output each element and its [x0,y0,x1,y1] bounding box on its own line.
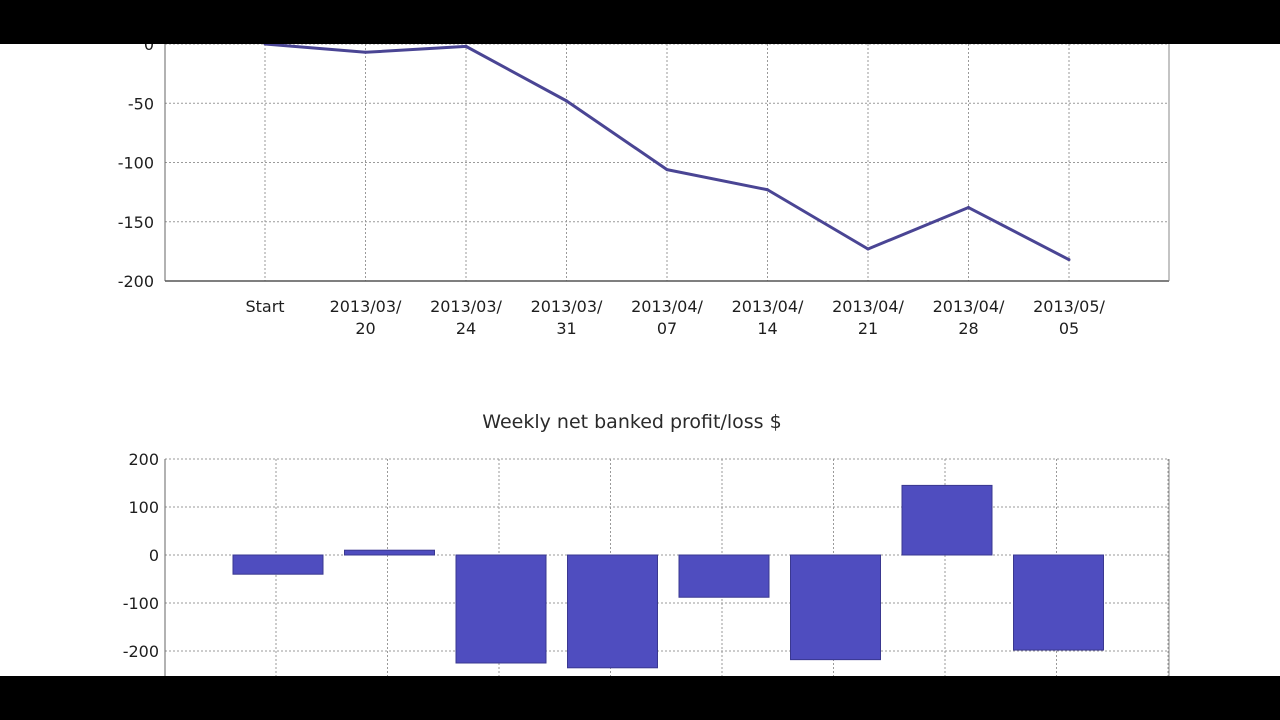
line-chart-x-tick-label: 2013/04/21 [832,297,904,338]
bar-chart-title: Weekly net banked profit/loss $ [482,411,781,433]
line-series-point [866,247,870,251]
line-chart-x-tick-label: Start [245,297,284,316]
bar-chart-y-tick-label: 0 [149,546,159,565]
line-series-point [464,44,468,48]
line-series-point [565,99,568,103]
line-series-point [263,44,267,46]
bar-chart-bar [678,554,770,598]
line-chart-y-tick-label: -200 [118,272,154,291]
bar-chart-grid [165,458,1169,676]
bar-chart-bar [232,554,324,575]
line-chart-y-tick-label: 0 [144,44,154,54]
bar-chart-y-tick-label: -100 [123,594,159,613]
chart-viewport: 0 -50 -100 -150 -200 Start 2013/03/20 2013/03/… [0,44,1280,676]
line-chart-series [263,44,1071,262]
line-series-point [967,206,970,210]
line-chart-x-tick-label: 2013/04/28 [933,297,1005,338]
line-series-point [364,50,367,54]
bar-chart-y-tick-label: 100 [128,498,159,517]
line-chart-y-ticks: 0 -50 -100 -150 -200 [118,44,154,291]
bar-chart-bars [232,484,1104,669]
line-chart-x-tick-label: 2013/05/05 [1033,297,1105,338]
line-series-point [665,168,669,172]
line-chart-x-tick-label: 2013/03/31 [531,297,603,338]
bar-chart-y-ticks: 200 100 0 -100 -200 [123,450,159,661]
line-chart-x-tick-label: 2013/03/24 [430,297,502,338]
line-series-point [1067,258,1071,262]
line-chart-x-tick-label: 2013/04/07 [631,297,703,338]
bar-chart-bar [567,554,658,669]
line-chart-y-tick-label: -100 [118,154,154,173]
line-chart-x-tick-label: 2013/03/20 [330,297,402,338]
line-chart-axes [164,44,1170,282]
line-chart-y-tick-label: -150 [118,213,154,232]
line-series-point [766,188,769,192]
bar-chart-bar [455,554,547,664]
charts-canvas: 0 -50 -100 -150 -200 Start 2013/03/20 2013/03/… [118,44,1170,676]
line-chart-x-tick-label: 2013/04/14 [732,297,804,338]
bar-chart-y-tick-label: -200 [123,642,159,661]
line-chart-y-tick-label: -50 [128,94,154,113]
line-chart-grid [165,44,1169,281]
bar-chart-bar [1013,554,1104,651]
line-chart-x-ticks: Start 2013/03/20 2013/03/24 2013/03/31 2013/… [245,297,1105,338]
cumulative-line-chart: 0 -50 -100 -150 -200 Start 2013/03/20 2013/03/… [118,44,1170,338]
bar-chart-bar [344,549,435,556]
bar-chart-bar [790,554,881,661]
weekly-bar-chart: Weekly net banked profit/loss $ 200 100 0 -… [123,411,1170,676]
bar-chart-axes [164,459,1170,676]
bar-chart-bar [901,484,993,556]
bar-chart-y-tick-label: 200 [128,450,159,469]
